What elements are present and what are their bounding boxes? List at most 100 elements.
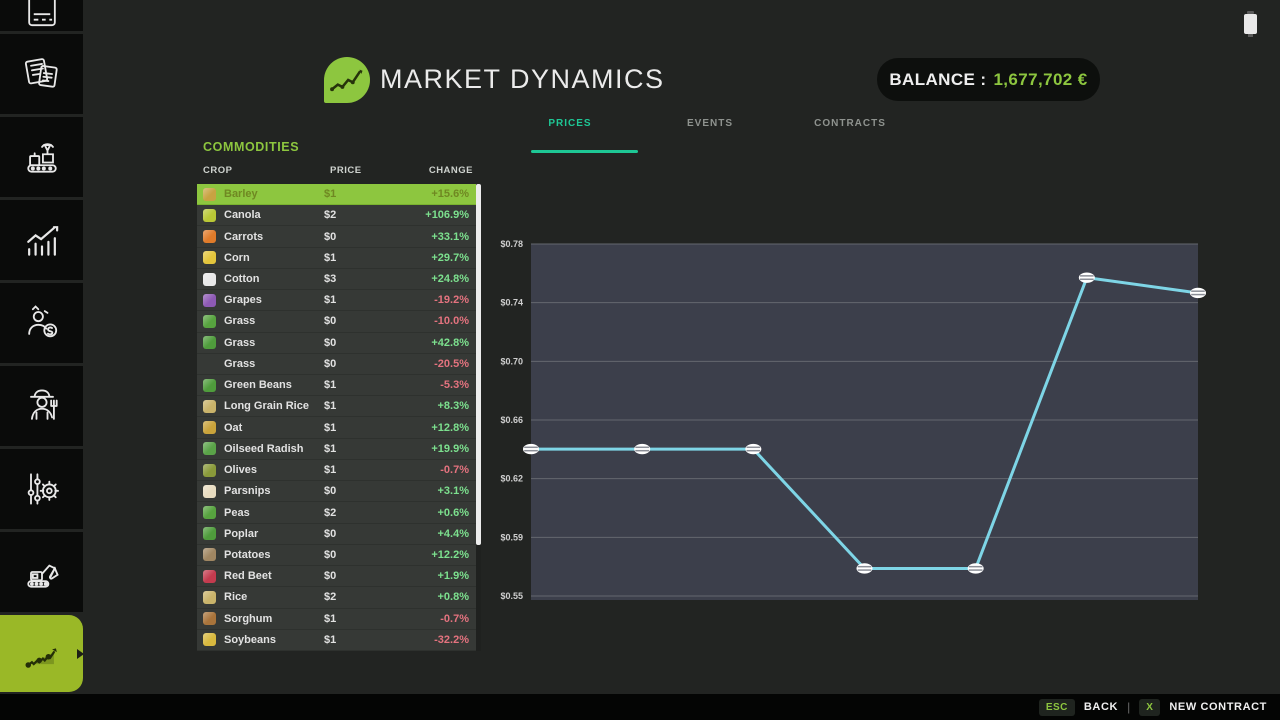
rice-icon (203, 399, 216, 413)
statistics-icon (26, 226, 58, 256)
market-dynamics-logo-icon (324, 57, 370, 103)
back-button[interactable]: BACK (1083, 701, 1119, 713)
crop-change: -0.7% (440, 612, 469, 625)
new-contract-button[interactable]: NEW CONTRACT (1169, 701, 1267, 713)
crop-change: +4.4% (437, 527, 470, 540)
data-point-marker (967, 563, 984, 574)
table-row-grass[interactable]: Grass $0 -10.0% (197, 311, 481, 333)
potato-icon (203, 548, 216, 562)
red-beet-icon (203, 569, 216, 583)
commodities-table: Barley $1 +15.6% Canola $2 +106.9% Carrots $0 +3… (197, 184, 481, 651)
crop-change: -32.2% (434, 633, 469, 646)
barley-icon (203, 187, 216, 201)
table-row-barley[interactable]: Barley $1 +15.6% (197, 184, 481, 206)
table-row-grapes[interactable]: Grapes $1 -19.2% (197, 290, 481, 312)
crop-price: $1 (324, 379, 337, 392)
crop-price: $1 (324, 400, 337, 413)
farmer-icon (29, 389, 58, 420)
crop-name: Long Grain Rice (224, 400, 309, 413)
crop-name: Red Beet (224, 570, 272, 583)
column-header-change: CHANGE (428, 165, 473, 176)
crop-change: -20.5% (434, 357, 469, 370)
sidebar-item-clipped-top[interactable] (0, 0, 83, 31)
green-beans-icon (203, 378, 216, 392)
column-header-price: PRICE (330, 165, 362, 176)
commodities-column-headers: CROP PRICE CHANGE (197, 165, 481, 179)
sidebar-item-production[interactable] (0, 117, 83, 197)
sidebar-item-sales[interactable] (0, 283, 83, 363)
table-row-carrots[interactable]: Carrots $0 +33.1% (197, 226, 481, 248)
table-row-peas[interactable]: Peas $2 +0.6% (197, 502, 481, 524)
crop-name: Soybeans (224, 633, 276, 646)
battery-icon (1244, 11, 1257, 37)
table-row-oat[interactable]: Oat $1 +12.8% (197, 417, 481, 439)
tab-events[interactable]: EVENTS (686, 118, 733, 129)
table-row-green-beans[interactable]: Green Beans $1 -5.3% (197, 375, 481, 397)
esc-keycap[interactable]: ESC (1038, 698, 1075, 716)
table-row-oilseed-radish[interactable]: Oilseed Radish $1 +19.9% (197, 439, 481, 460)
crop-price: $0 (324, 485, 337, 498)
crop-change: +1.9% (437, 570, 470, 583)
table-row-soybeans[interactable]: Soybeans $1 -32.2% (197, 630, 481, 651)
crop-price: $1 (324, 464, 337, 477)
crop-price: $0 (324, 336, 337, 349)
sidebar-item-documents[interactable] (0, 34, 83, 114)
crop-change: +42.8% (431, 336, 469, 349)
table-row-rice[interactable]: Rice $2 +0.8% (197, 587, 481, 609)
table-row-potatoes[interactable]: Potatoes $0 +12.2% (197, 545, 481, 567)
crop-name: Sorghum (224, 612, 273, 625)
footer-separator: | (1127, 700, 1131, 714)
sidebar-item-construction[interactable] (0, 532, 83, 612)
price-history-chart: $0.78 $0.74 $0.70 $0.66 $0.62 $0.59 $0.55 (495, 238, 1210, 610)
crop-name: Barley (224, 188, 258, 201)
table-row-olives[interactable]: Olives $1 -0.7% (197, 460, 481, 482)
crop-name: Olives (224, 464, 258, 477)
balance-label: BALANCE : (889, 69, 987, 89)
tab-contracts[interactable]: CONTRACTS (814, 118, 886, 129)
sidebar-item-settings[interactable] (0, 449, 83, 529)
crop-price: $0 (324, 570, 337, 583)
table-row-poplar[interactable]: Poplar $0 +4.4% (197, 524, 481, 545)
balance-badge: BALANCE : 1,677,702 € (877, 58, 1100, 101)
table-row-cotton[interactable]: Cotton $3 +24.8% (197, 269, 481, 291)
data-point-marker (745, 443, 762, 455)
tab-prices[interactable]: PRICES (548, 118, 592, 129)
y-axis-tick-label: $0.62 (500, 474, 523, 484)
corn-icon (203, 251, 216, 265)
table-row-grass[interactable]: Grass $0 -20.5% (197, 354, 481, 376)
crop-name: Grapes (224, 294, 262, 307)
poplar-icon (203, 527, 216, 541)
crop-price: $1 (324, 188, 337, 201)
sidebar-item-farmer[interactable] (0, 366, 83, 446)
crop-name: Oilseed Radish (224, 442, 304, 455)
sidebar-item-market-trend[interactable] (0, 615, 83, 692)
table-row-corn[interactable]: Corn $1 +29.7% (197, 248, 481, 269)
crop-change: +8.3% (437, 400, 470, 413)
crop-price: $1 (324, 612, 337, 625)
table-row-red-beet[interactable]: Red Beet $0 +1.9% (197, 566, 481, 588)
crop-name: Oat (224, 421, 243, 434)
table-row-sorghum[interactable]: Sorghum $1 -0.7% (197, 609, 481, 630)
oilseed-radish-icon (203, 442, 216, 456)
crop-change: +12.8% (431, 421, 469, 434)
crop-name: Carrots (224, 230, 264, 243)
crop-price: $1 (324, 421, 337, 434)
table-row-grass[interactable]: Grass $0 +42.8% (197, 333, 481, 354)
page-title: MARKET DYNAMICS (380, 64, 665, 94)
crop-price: $0 (324, 548, 337, 561)
table-row-long-grain-rice[interactable]: Long Grain Rice $1 +8.3% (197, 396, 481, 418)
crop-change: +24.8% (431, 273, 469, 286)
x-keycap[interactable]: X (1139, 698, 1161, 716)
table-row-canola[interactable]: Canola $2 +106.9% (197, 205, 481, 227)
sidebar-item-statistics[interactable] (0, 200, 83, 280)
data-point-marker (1078, 272, 1095, 283)
commodities-scrollbar[interactable] (476, 184, 481, 651)
crop-change: +15.6% (431, 188, 469, 201)
crop-price: $3 (324, 273, 337, 286)
data-point-marker (523, 443, 539, 455)
scrollbar-thumb[interactable] (476, 184, 481, 545)
crop-change: -10.0% (434, 315, 469, 328)
peas-icon (203, 506, 216, 520)
table-row-parsnips[interactable]: Parsnips $0 +3.1% (197, 481, 481, 503)
